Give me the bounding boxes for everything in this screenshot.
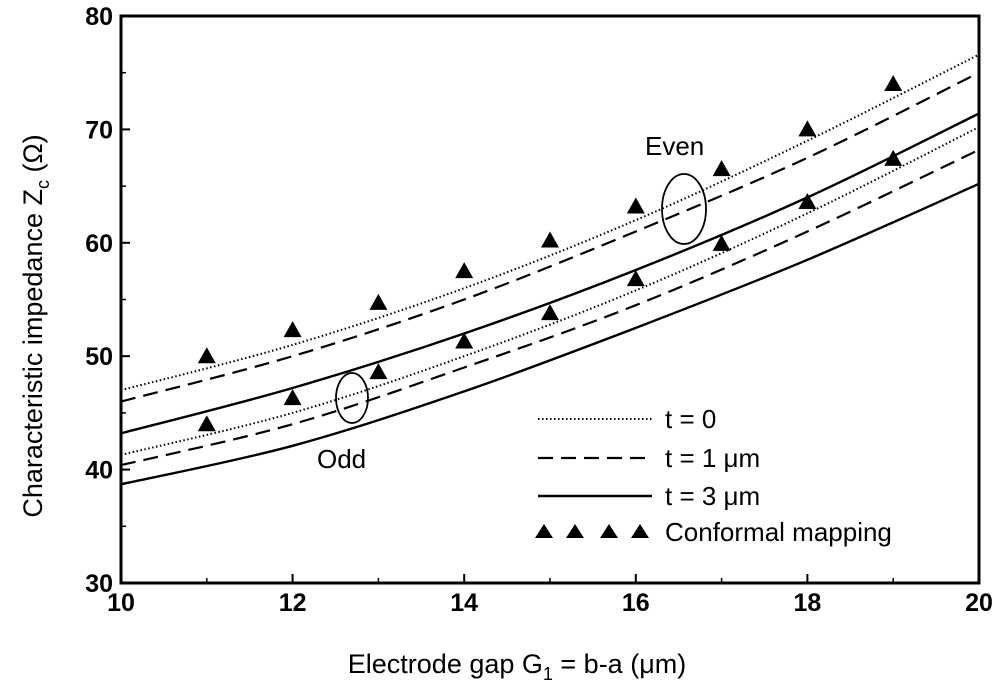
even-conformal-marker bbox=[455, 262, 474, 279]
odd-conformal-marker bbox=[369, 363, 388, 380]
even-dotted-curve bbox=[120, 53, 980, 392]
odd-dotted-curve bbox=[120, 126, 980, 456]
even-annotation: Even bbox=[645, 131, 704, 161]
odd-annotation: Odd bbox=[317, 444, 366, 474]
legend-triangle-marker bbox=[535, 524, 553, 538]
odd-conformal-marker bbox=[455, 332, 474, 349]
x-tick-label: 20 bbox=[965, 589, 993, 617]
y-tick-label: 70 bbox=[85, 116, 113, 144]
even-conformal-marker bbox=[197, 347, 216, 364]
y-tick-label: 80 bbox=[85, 3, 113, 31]
even-conformal-marker bbox=[626, 197, 645, 214]
even-dashed-curve bbox=[120, 71, 980, 403]
y-axis-title-main: Characteristic impedance Z bbox=[18, 189, 48, 518]
legend-triangle-marker bbox=[566, 524, 584, 538]
tick-layer: 10 12 14 16 18 20 30 40 50 60 70 80 bbox=[85, 3, 993, 617]
legend-triangle-marker bbox=[600, 524, 618, 538]
marker-layer bbox=[197, 75, 903, 432]
legend-label-t3: t = 3 μm bbox=[665, 481, 760, 511]
y-tick-label: 30 bbox=[85, 570, 113, 598]
x-tick-label: 18 bbox=[793, 589, 821, 617]
even-conformal-marker bbox=[541, 231, 559, 248]
legend-label-conformal: Conformal mapping bbox=[665, 517, 892, 547]
odd-conformal-marker bbox=[798, 192, 817, 209]
odd-conformal-marker bbox=[626, 270, 645, 287]
x-tick-label: 14 bbox=[450, 589, 478, 617]
y-axis-title-subscript: c bbox=[33, 180, 53, 189]
legend-label-t0: t = 0 bbox=[665, 404, 716, 434]
legend-swatch-triangles bbox=[535, 524, 649, 538]
even-conformal-marker bbox=[712, 160, 731, 177]
odd-dashed-curve bbox=[120, 148, 980, 467]
x-axis-title: Electrode gap G1 = b-a (μm) bbox=[348, 649, 686, 684]
legend-triangle-marker bbox=[631, 524, 649, 538]
odd-conformal-marker bbox=[884, 149, 903, 166]
plot-frame bbox=[119, 14, 981, 585]
odd-group-ellipse bbox=[335, 372, 369, 424]
even-group-ellipse bbox=[661, 173, 707, 245]
x-tick-label: 16 bbox=[622, 589, 650, 617]
y-tick-label: 40 bbox=[85, 457, 113, 485]
y-tick-label: 60 bbox=[85, 230, 113, 258]
odd-conformal-marker bbox=[197, 415, 216, 432]
legend: t = 0 t = 1 μm t = 3 μm Conformal mappin… bbox=[535, 404, 892, 547]
even-conformal-marker bbox=[884, 75, 903, 92]
y-axis-title-rest: (Ω) bbox=[18, 134, 48, 180]
legend-label-t1: t = 1 μm bbox=[665, 443, 760, 473]
odd-conformal-marker bbox=[712, 234, 731, 251]
x-axis-title-main: Electrode gap G bbox=[348, 649, 543, 679]
x-tick-label: 10 bbox=[107, 589, 135, 617]
even-conformal-marker bbox=[798, 120, 817, 137]
odd-conformal-marker bbox=[283, 389, 302, 406]
x-tick-label: 12 bbox=[279, 589, 307, 617]
x-axis-title-rest: = b-a (μm) bbox=[553, 649, 686, 679]
odd-solid-curve bbox=[120, 182, 980, 486]
even-conformal-marker bbox=[369, 293, 388, 310]
odd-conformal-marker bbox=[541, 304, 559, 321]
even-solid-curve bbox=[120, 112, 980, 435]
y-tick-label: 50 bbox=[85, 343, 113, 371]
y-axis-title: Characteristic impedance Zc (Ω) bbox=[18, 134, 53, 517]
x-axis-title-subscript: 1 bbox=[543, 664, 553, 684]
series-layer bbox=[120, 53, 980, 486]
even-conformal-marker bbox=[283, 321, 302, 338]
